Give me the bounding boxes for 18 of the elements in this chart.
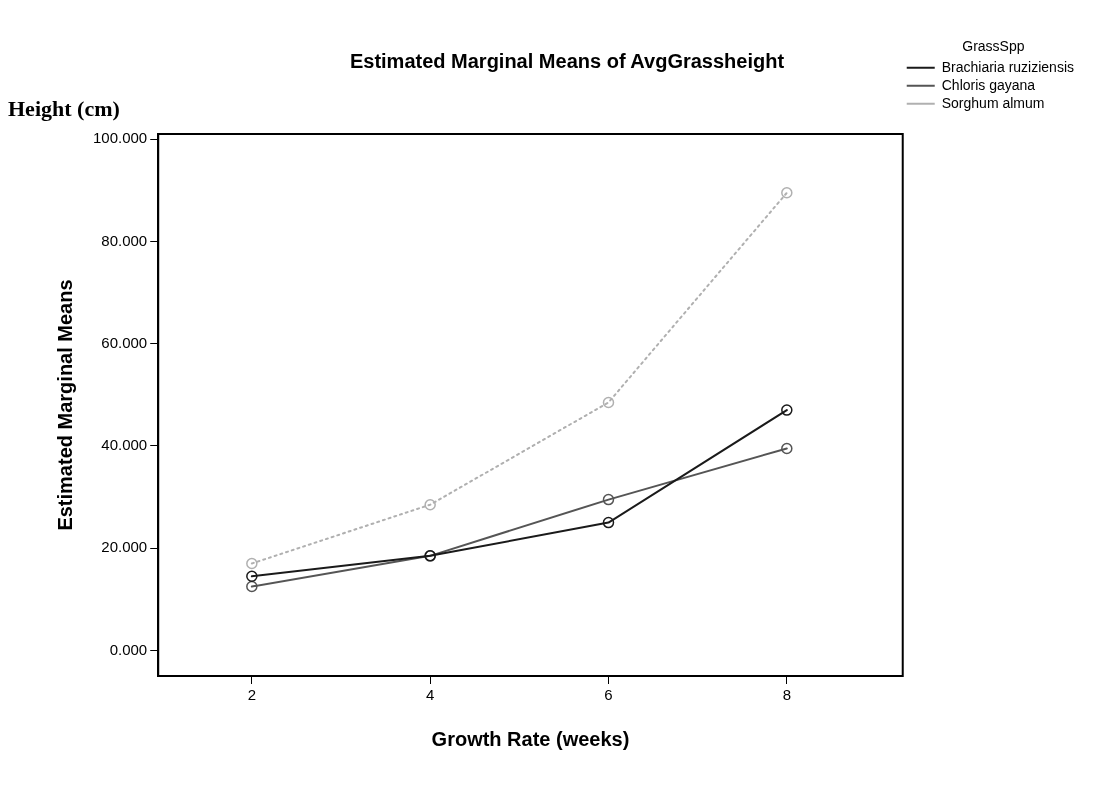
y-tick-label: 40.000 [101, 436, 148, 454]
text: Height (cm) [8, 95, 120, 121]
x-tick-label: 2 [247, 686, 257, 704]
y-tick-label: 60.000 [101, 333, 148, 351]
legend-title: GrassSpp [962, 37, 1025, 54]
x-tick-label: 6 [604, 686, 613, 704]
x-tick-label: 8 [782, 686, 791, 704]
chart-title: Estimated Marginal Means of AvgGrassheight [349, 49, 785, 72]
y-tick-label: 20.000 [101, 538, 148, 556]
x-axis-title: Growth Rate (weeks) [431, 727, 630, 750]
y-tick-label: 100.000 [92, 129, 148, 147]
y-axis-title: Estimated Marginal Means [53, 279, 76, 531]
legend-label: Chloris gayana [941, 76, 1036, 93]
legend-label: Sorghum almum [941, 94, 1045, 111]
x-tick-label: 4 [426, 686, 435, 704]
legend-label: Brachiaria ruziziensis [941, 58, 1075, 75]
y-tick-label: 0.000 [109, 640, 148, 658]
y-tick-label: 80.000 [101, 231, 148, 249]
